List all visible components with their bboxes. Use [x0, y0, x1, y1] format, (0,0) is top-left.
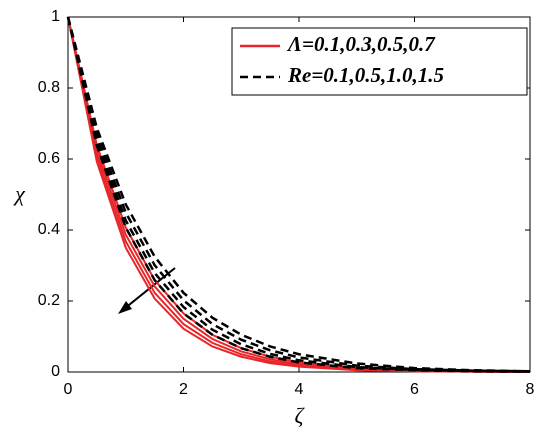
y-tick-label: 0.2	[38, 292, 60, 309]
x-axis-label: ζ	[295, 403, 306, 428]
y-tick-label: 0.6	[38, 150, 60, 167]
x-tick-label: 4	[295, 381, 304, 398]
legend-label: Re=0.1,0.5,1.0,1.5	[287, 63, 444, 87]
line-series	[66, 16, 531, 373]
y-axis-label: χ	[13, 181, 26, 206]
legend-label: Λ=0.1,0.3,0.5,0.7	[286, 32, 436, 56]
x-tick-label: 0	[64, 381, 73, 398]
x-tick-label: 2	[179, 381, 188, 398]
arrow	[118, 267, 176, 314]
y-tick-label: 0	[51, 363, 60, 380]
line-series	[66, 16, 531, 373]
x-tick-label: 8	[526, 381, 535, 398]
y-tick-label: 0.8	[38, 79, 60, 96]
line-series	[66, 16, 531, 373]
x-tick-label: 6	[410, 381, 419, 398]
legend-box	[231, 27, 528, 96]
y-tick-label: 1	[51, 8, 60, 25]
y-tick-label: 0.4	[38, 221, 60, 238]
